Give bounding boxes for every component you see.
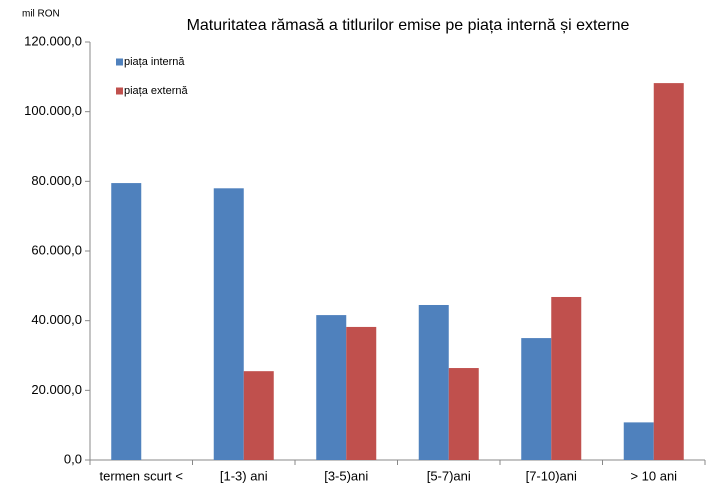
- bar: [243, 371, 274, 460]
- legend-label: piața externă: [124, 85, 188, 97]
- x-tick-label: > 10 ani: [630, 468, 677, 483]
- legend-swatch: [116, 58, 123, 66]
- y-tick-label: 60.000,0: [31, 242, 82, 257]
- bar: [111, 183, 142, 460]
- y-tick-label: 100.000,0: [24, 103, 82, 118]
- legend-swatch: [116, 87, 123, 95]
- bar: [346, 326, 377, 460]
- bar: [623, 422, 654, 460]
- bar: [316, 315, 347, 460]
- y-tick-label: 0,0: [64, 451, 82, 466]
- x-tick-label: [5-7)ani: [427, 468, 471, 483]
- y-tick-label: 20.000,0: [31, 382, 82, 397]
- bar: [551, 296, 582, 460]
- x-tick-label: [3-5)ani: [324, 468, 368, 483]
- x-tick-label: [1-3) ani: [220, 468, 268, 483]
- chart-title: Maturitatea rămasă a titlurilor emise pe…: [187, 17, 630, 34]
- bar: [521, 338, 552, 460]
- y-axis-label: mil RON: [22, 9, 60, 20]
- legend-label: piața internă: [124, 56, 185, 68]
- bar: [213, 188, 244, 461]
- x-tick-label: [7-10)ani: [526, 468, 577, 483]
- bar: [448, 368, 479, 460]
- y-tick-label: 120.000,0: [24, 33, 82, 48]
- y-tick-label: 80.000,0: [31, 173, 82, 188]
- x-tick-label: termen scurt <: [100, 468, 183, 483]
- bar: [653, 83, 684, 460]
- bar: [418, 304, 449, 460]
- y-tick-label: 40.000,0: [31, 312, 82, 327]
